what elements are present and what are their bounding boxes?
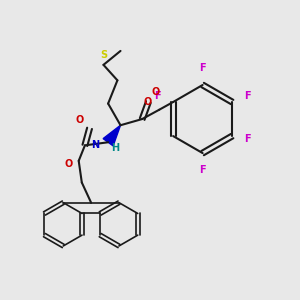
Text: O: O <box>64 159 73 169</box>
Text: F: F <box>244 134 251 144</box>
Text: S: S <box>100 50 107 60</box>
Polygon shape <box>103 125 121 146</box>
Text: F: F <box>199 166 206 176</box>
Text: O: O <box>152 87 160 98</box>
Text: F: F <box>199 63 206 73</box>
Text: F: F <box>154 91 161 101</box>
Text: H: H <box>111 143 119 154</box>
Text: O: O <box>143 97 152 107</box>
Text: N: N <box>91 140 99 150</box>
Text: O: O <box>75 115 83 125</box>
Text: F: F <box>244 91 251 101</box>
